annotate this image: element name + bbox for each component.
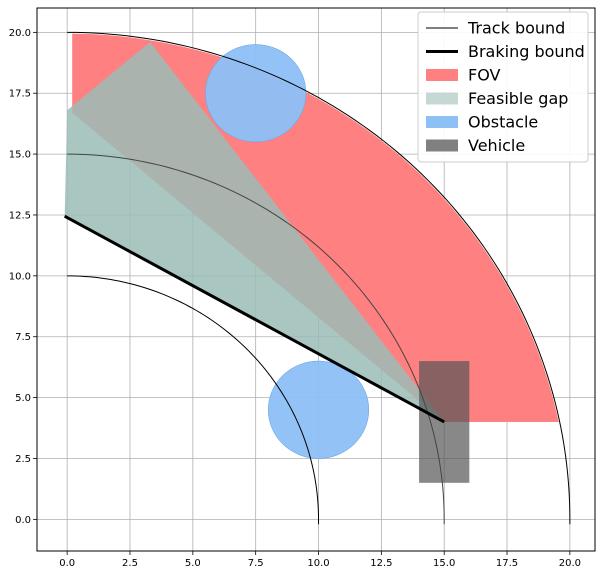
track-bound-line <box>67 31 571 525</box>
y-tick-label: 2.5 <box>15 454 31 465</box>
legend-label: Feasible gap <box>468 89 568 108</box>
track-bound-line <box>67 275 320 525</box>
y-tick-label: 17.5 <box>9 89 31 100</box>
braking-bound-line <box>63 214 445 424</box>
legend: Track bound Braking bound FOV Feasible gap O… <box>417 11 589 163</box>
x-tick-label: 7.5 <box>248 558 264 569</box>
axes-frame <box>36 7 596 552</box>
legend-label: Track bound <box>467 19 565 38</box>
x-tick-label: 12.5 <box>370 558 392 569</box>
y-tick-label: 0.0 <box>15 515 31 526</box>
legend-swatch <box>426 139 458 152</box>
legend-label: FOV <box>468 66 501 85</box>
ticks: 0.0 2.5 5.0 7.5 10.0 12.5 15.0 17.5 20.0 0.0 2.5 5.… <box>9 28 581 569</box>
y-tick-label: 10.0 <box>9 271 31 282</box>
data-layer <box>63 31 571 525</box>
x-tick-label: 17.5 <box>496 558 518 569</box>
legend-label: Obstacle <box>468 113 538 132</box>
obstacle <box>267 360 370 459</box>
y-tick-label: 12.5 <box>9 210 31 221</box>
legend-label: Braking bound <box>468 42 585 61</box>
x-tick-label: 10.0 <box>307 558 329 569</box>
obstacle <box>205 44 307 143</box>
x-tick-label: 0.0 <box>59 558 75 569</box>
x-tick-label: 15.0 <box>433 558 455 569</box>
legend-swatch <box>426 92 458 105</box>
feasible-gap-region <box>64 42 445 422</box>
legend-swatch <box>426 69 458 81</box>
x-tick-label: 2.5 <box>122 558 138 569</box>
y-tick-label: 7.5 <box>15 332 31 343</box>
legend-box <box>417 11 589 163</box>
legend-swatch <box>426 116 458 128</box>
track-bound-line <box>67 153 445 525</box>
y-tick-label: 5.0 <box>15 393 31 404</box>
y-tick-label: 15.0 <box>9 150 31 161</box>
legend-label: Vehicle <box>468 136 525 155</box>
x-tick-label: 20.0 <box>559 558 581 569</box>
x-tick-label: 5.0 <box>185 558 201 569</box>
y-tick-label: 20.0 <box>9 28 31 39</box>
